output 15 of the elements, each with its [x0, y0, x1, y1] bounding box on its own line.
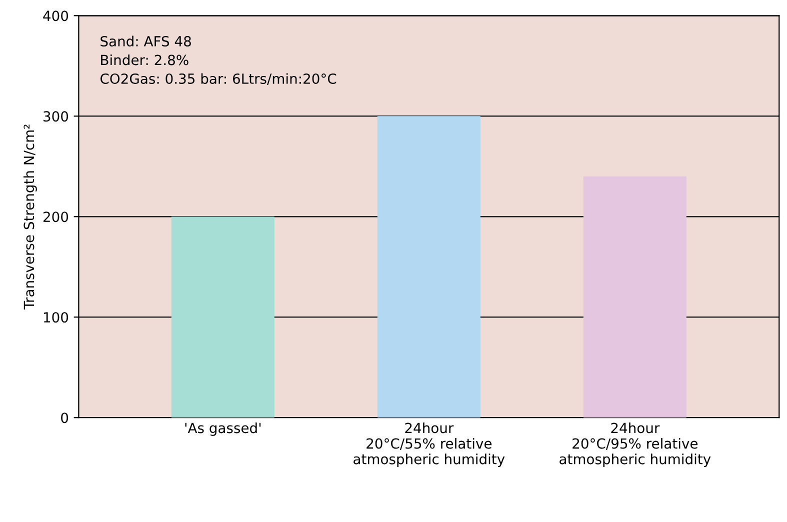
y-tick-label: 100 — [44, 312, 68, 323]
x-tick-label: 24hour 20°C/55% relative atmospheric humidity — [354, 422, 505, 468]
y-tick-label: 0 — [61, 412, 68, 424]
annotation: CO2Gas: 0.35 bar: 6Ltrs/min:20°C — [100, 73, 336, 86]
y-tick-label: 300 — [44, 111, 68, 122]
x-tick-label: 'As gassed' — [185, 422, 261, 436]
bar — [171, 216, 274, 418]
bar — [583, 176, 686, 418]
y-tick-label: 400 — [43, 10, 68, 22]
y-tick-label: 200 — [43, 212, 68, 222]
x-tick-label: 24hour 20°C/95% relative atmospheric humidity — [560, 422, 711, 468]
annotation: Sand: AFS 48 — [100, 36, 191, 47]
bar — [377, 116, 480, 418]
annotation: Binder: 2.8% — [101, 54, 188, 66]
y-axis-title: Transverse Strength N/cm² — [23, 124, 37, 310]
